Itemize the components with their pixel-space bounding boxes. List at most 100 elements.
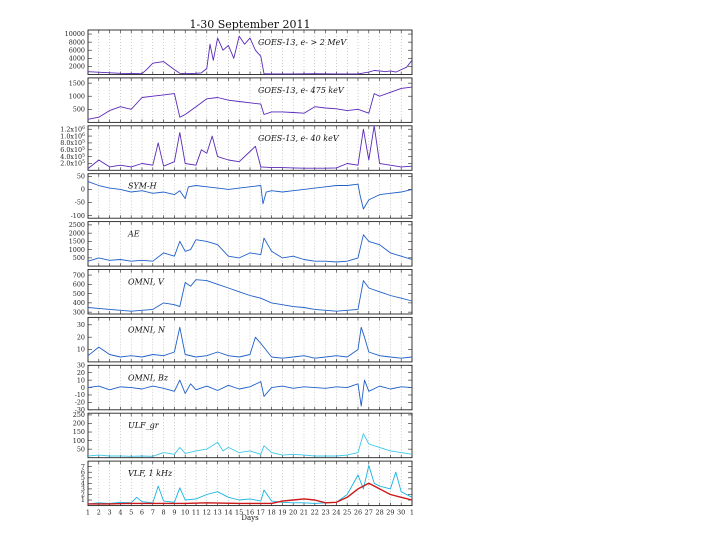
x-tick-label: 24 — [332, 509, 340, 517]
panel-frame — [87, 77, 413, 123]
panel-label: AE — [127, 230, 140, 239]
y-tick-label: 500 — [73, 254, 85, 262]
panel-2: 1500 1000 500 GOES-13, e- 475 keV — [69, 77, 413, 123]
y-tick-label: 300 — [73, 308, 85, 316]
x-tick-label: 29 — [386, 509, 394, 517]
y-tick-label: 1500 — [69, 79, 85, 87]
y-tick-label: 50 — [77, 445, 85, 453]
x-tick-label: 14 — [224, 509, 232, 517]
y-tick-label: 8.0x105 — [60, 139, 85, 148]
series-line — [87, 279, 413, 312]
y-tick-label: 6 — [81, 468, 85, 476]
x-axis-label: Days — [241, 514, 259, 522]
x-tick-label: 2 — [97, 509, 101, 517]
panel-label: OMNI, N — [128, 325, 166, 334]
panel-label: GOES-13, e- 475 keV — [258, 86, 345, 95]
x-tick-label: 15 — [235, 509, 243, 517]
x-tick-label: 30 — [397, 509, 405, 517]
x-tick-label: 16 — [246, 509, 254, 517]
x-tick-label: 9 — [172, 509, 176, 517]
y-tick-label: 1500 — [69, 238, 85, 246]
y-tick-label: 10 — [77, 346, 85, 354]
panel-frame — [87, 173, 413, 219]
x-tick-label: 1 — [410, 509, 414, 517]
y-tick-label: 200 — [73, 420, 85, 428]
y-tick-label: 20 — [77, 333, 85, 341]
x-tick-label: 3 — [108, 509, 112, 517]
series-line — [87, 465, 413, 505]
x-tick-label: 5 — [129, 509, 133, 517]
y-tick-label: 10000 — [65, 30, 85, 38]
y-tick-label: 2000 — [69, 63, 85, 71]
y-tick-label: 2 — [81, 491, 85, 499]
y-tick-label: 6000 — [69, 46, 85, 54]
x-tick-label: 10 — [181, 509, 189, 517]
y-tick-label: 2500 — [69, 221, 85, 229]
series-line — [87, 379, 413, 407]
y-tick-label: 2.0x105 — [60, 159, 85, 168]
x-tick-label: 12 — [203, 509, 211, 517]
y-tick-label: 7 — [81, 463, 85, 471]
y-tick-label: 500 — [73, 290, 85, 298]
panel-label: GOES-13, e- 40 keV — [258, 134, 340, 143]
x-tick-label: 22 — [311, 509, 319, 517]
y-tick-label: 4 — [81, 480, 85, 488]
x-tick-label: 25 — [343, 509, 351, 517]
y-tick-label: 1.2x106 — [60, 125, 85, 134]
y-tick-label: -20 — [75, 399, 85, 407]
series-line — [87, 125, 413, 169]
x-tick-label: 7 — [151, 509, 155, 517]
y-tick-label: 4.0x105 — [60, 152, 85, 161]
x-tick-label: 8 — [162, 509, 166, 517]
panel-label: OMNI, V — [128, 278, 165, 287]
x-tick-label: 6 — [140, 509, 144, 517]
panel-frame — [87, 221, 413, 267]
series-line — [87, 433, 413, 457]
y-tick-label: -10 — [75, 391, 85, 399]
x-tick-label: 18 — [267, 509, 275, 517]
panel-7: 30 20 10 OMNI, N — [77, 316, 413, 363]
y-tick-label: 8000 — [69, 38, 85, 46]
series-line — [87, 86, 413, 120]
y-tick-label: 4000 — [69, 55, 85, 63]
y-tick-label: 500 — [73, 106, 85, 114]
panel-label: VLF, 1 kHz — [128, 469, 173, 478]
y-tick-label: 600 — [73, 281, 85, 289]
panel-frame — [87, 412, 413, 459]
y-tick-label: 400 — [73, 299, 85, 307]
y-tick-label: 30 — [77, 362, 85, 370]
chart-title: 1-30 September 2011 — [189, 18, 311, 31]
y-tick-label: 5 — [81, 474, 85, 482]
series-line — [87, 181, 413, 210]
x-tick-label: 23 — [321, 509, 329, 517]
y-tick-label: 1.0x106 — [60, 132, 85, 141]
y-tick-label: 6.0x105 — [60, 145, 85, 154]
panel-label: GOES-13, e- > 2 MeV — [258, 38, 347, 47]
y-tick-label: 2000 — [69, 229, 85, 237]
panel-3: 1.2x1061.0x1068.0x1056.0x1054.0x1052.0x1… — [60, 125, 413, 171]
x-tick-label: 20 — [289, 509, 297, 517]
panel-frame — [87, 29, 413, 75]
panel-label: SYM-H — [128, 182, 158, 191]
x-tick-label: 27 — [365, 509, 373, 517]
y-tick-label: 1000 — [69, 92, 85, 100]
y-tick-label: 250 — [73, 411, 85, 419]
y-tick-label: -50 — [75, 199, 85, 207]
y-tick-label: 3 — [81, 485, 85, 493]
y-tick-label: 0 — [81, 186, 85, 194]
y-tick-label: 100 — [73, 437, 85, 445]
x-tick-label: 1 — [86, 509, 90, 517]
panel-label: ULF_gr — [128, 421, 160, 430]
x-tick-label: 17 — [257, 509, 265, 517]
y-tick-label: 10 — [77, 376, 85, 384]
x-tick-label: 13 — [213, 509, 221, 517]
panel-4: 50 0 -50 -100 SYM-H — [71, 173, 413, 220]
